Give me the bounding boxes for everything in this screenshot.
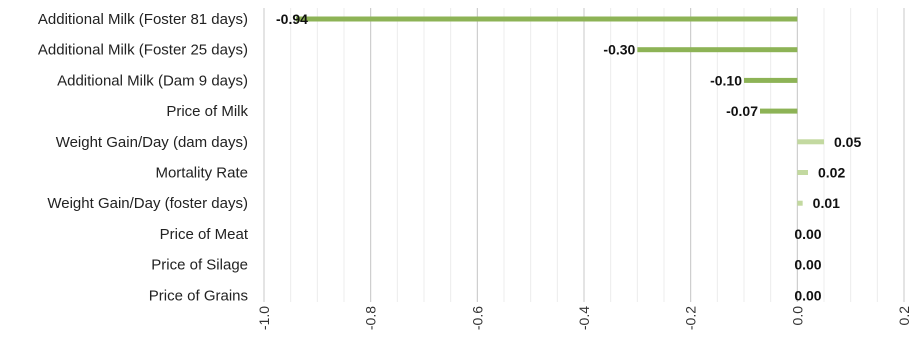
- value-label: -0.94: [276, 11, 308, 27]
- bar: [637, 47, 798, 53]
- category-label: Weight Gain/Day (dam days): [56, 134, 248, 151]
- x-tick-label: 0.0: [789, 306, 805, 326]
- bar: [296, 16, 798, 22]
- bar: [797, 139, 824, 145]
- value-label: 0.00: [794, 257, 821, 273]
- category-label: Additional Milk (Foster 25 days): [38, 42, 248, 59]
- value-label: 0.00: [794, 226, 821, 242]
- bars: [296, 16, 824, 206]
- x-tick-label: -0.8: [363, 306, 379, 330]
- category-label: Price of Meat: [160, 226, 249, 243]
- value-label: 0.01: [813, 195, 840, 211]
- bar: [744, 77, 798, 83]
- x-axis-tick-labels: -1.0 -0.8 -0.6 -0.4 -0.2 0.0 0.2: [256, 306, 909, 330]
- x-tick-label: -1.0: [256, 306, 272, 330]
- grid-lines: [263, 8, 905, 302]
- value-labels: -0.94 -0.30 -0.10 -0.07 0.05 0.02 0.01 0.00 0.00…: [276, 11, 861, 303]
- bar: [797, 200, 803, 206]
- value-label: 0.02: [818, 165, 845, 181]
- x-tick-label: -0.6: [469, 306, 485, 330]
- category-label: Price of Silage: [151, 257, 248, 274]
- category-label: Weight Gain/Day (foster days): [47, 195, 248, 212]
- value-label: 0.00: [794, 287, 821, 303]
- category-labels: Additional Milk (Foster 81 days) Addition…: [38, 11, 249, 304]
- value-label: -0.30: [603, 42, 635, 58]
- value-label: -0.07: [726, 103, 758, 119]
- category-label: Additional Milk (Foster 81 days): [38, 11, 248, 28]
- value-label: -0.10: [710, 72, 742, 88]
- category-label: Price of Milk: [166, 103, 248, 120]
- category-label: Additional Milk (Dam 9 days): [57, 72, 248, 89]
- bar: [797, 170, 808, 175]
- bar: [760, 108, 798, 114]
- x-tick-label: -0.4: [576, 306, 592, 330]
- category-label: Mortality Rate: [155, 165, 248, 182]
- value-label: 0.05: [834, 134, 861, 150]
- x-tick-label: 0.2: [896, 306, 909, 326]
- category-label: Price of Grains: [149, 287, 248, 304]
- x-tick-label: -0.2: [683, 306, 699, 330]
